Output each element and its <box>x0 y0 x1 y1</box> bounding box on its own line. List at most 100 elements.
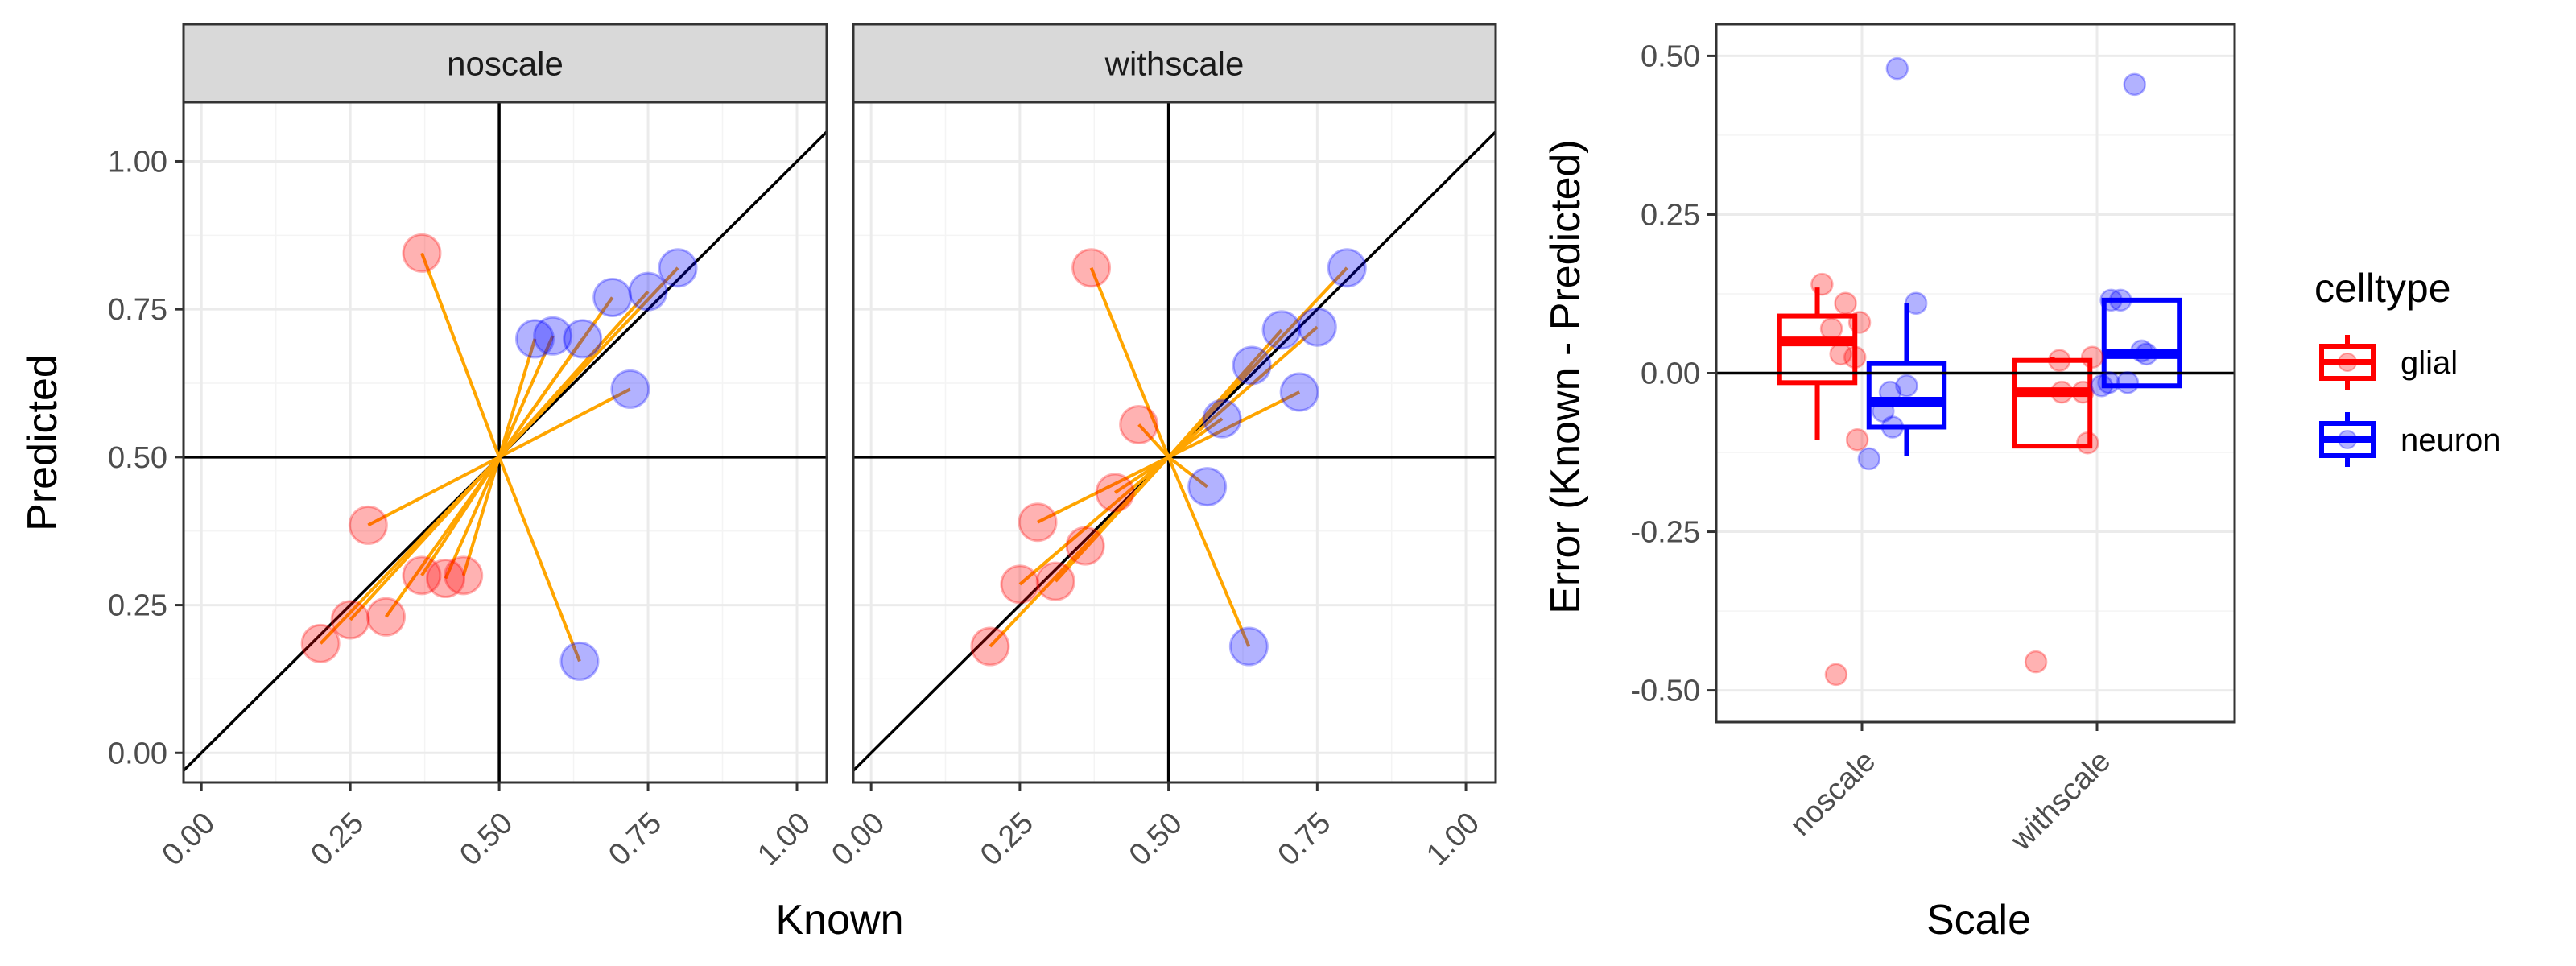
y-tick-label: 0.25 <box>1641 198 1700 232</box>
point-neuron <box>559 641 600 681</box>
x-tick-label: 0.25 <box>304 806 370 872</box>
error-segment <box>1137 423 1170 459</box>
legend: glial neuron <box>2319 335 2501 467</box>
y-tick-label: 1.00 <box>108 145 167 179</box>
facet-strip-label: noscale <box>447 45 564 83</box>
point-glial <box>970 626 1010 667</box>
y-tick-label: 0.00 <box>1641 357 1700 391</box>
point-neuron <box>1327 248 1367 288</box>
x-tick-label: 0.00 <box>825 806 891 872</box>
point-neuron <box>1232 345 1272 386</box>
point-neuron <box>1228 626 1269 667</box>
jitter-point-neuron <box>2108 288 2132 312</box>
legend-label: glial <box>2401 345 2458 381</box>
y-tick-label: 0.00 <box>108 737 167 770</box>
boxplot-panel: 0.50 0.25 0.00 -0.25 -0.50 noscale withscale <box>1630 23 2236 857</box>
point-neuron <box>563 319 603 359</box>
error-segment <box>989 456 1170 648</box>
error-segment <box>498 387 631 459</box>
error-segment <box>1167 325 1319 459</box>
box-iqr <box>2101 297 2182 389</box>
error-segment <box>1167 364 1253 459</box>
jitter-point-glial <box>2024 650 2048 674</box>
point-glial <box>1018 502 1058 543</box>
jitter-point-glial <box>1819 317 1843 341</box>
error-segment <box>497 456 581 663</box>
x-tick-label: 1.00 <box>751 806 817 872</box>
jitter-point-neuron <box>1857 447 1881 471</box>
error-segment <box>1167 456 1208 489</box>
jitter-point-glial <box>2050 380 2074 404</box>
point-glial <box>1065 526 1105 566</box>
jitter-point-neuron <box>2123 72 2146 97</box>
legend-label: neuron <box>2401 423 2501 458</box>
box-withscale-neuron <box>2101 297 2182 389</box>
y-tick-label: -0.50 <box>1630 675 1700 708</box>
jitter-point-glial <box>1843 345 1867 369</box>
jitter-point-neuron <box>1872 399 1895 423</box>
jitter-point-neuron <box>1885 56 1909 80</box>
facet-strip-label: withscale <box>1104 45 1245 83</box>
error-segment <box>497 335 555 458</box>
legend-key-point <box>2338 353 2357 372</box>
legend-title: celltype <box>2314 266 2451 311</box>
point-neuron <box>1202 398 1242 439</box>
point-neuron <box>610 369 650 409</box>
error-segment <box>1167 390 1301 459</box>
jitter-point-glial <box>1829 342 1852 366</box>
jitter-point-glial <box>2048 349 2071 372</box>
x-tick-label: 0.25 <box>974 806 1040 872</box>
error-segment <box>1037 456 1170 524</box>
panel-plot-area <box>184 102 827 782</box>
jitter-point-neuron <box>2135 342 2158 366</box>
facet-panel-withscale: withscale 0.00 0.25 0.50 0.75 1.00 <box>825 23 1497 872</box>
facet-strip <box>852 23 1497 104</box>
x-tick-label: noscale <box>1784 744 1882 842</box>
jitter-point-neuron <box>1904 291 1928 316</box>
jitter-point-glial <box>1847 311 1872 334</box>
error-segment <box>420 456 501 576</box>
y-tick-label: -0.25 <box>1630 516 1700 550</box>
error-boxplot: 0.50 0.25 0.00 -0.25 -0.50 noscale withscale <box>1630 23 2236 857</box>
y-tick-label: 0.25 <box>108 589 167 623</box>
legend-entry-glial: glial <box>2319 335 2458 390</box>
point-neuron <box>1279 372 1319 412</box>
box-iqr <box>1866 361 1947 430</box>
jitter-point-glial <box>1845 428 1869 452</box>
point-neuron <box>533 316 573 356</box>
point-neuron <box>592 277 633 317</box>
error-segment <box>497 266 679 459</box>
facet-strip <box>182 23 828 104</box>
box-withscale-glial <box>2012 357 2093 449</box>
point-neuron <box>1261 310 1302 350</box>
point-neuron <box>514 319 555 359</box>
jitter-point-neuron <box>2130 339 2153 363</box>
jitter-point-neuron <box>1880 415 1905 439</box>
point-glial <box>402 233 442 273</box>
error-segment <box>497 338 537 458</box>
point-glial <box>300 623 341 663</box>
point-glial <box>1071 248 1112 288</box>
x-tick-label: 0.50 <box>453 806 519 872</box>
point-glial <box>426 559 466 598</box>
error-segment <box>1166 456 1251 647</box>
scatter-x-axis-title: Known <box>776 897 904 943</box>
point-glial <box>1095 473 1135 513</box>
y-tick-label: 0.50 <box>1641 39 1700 73</box>
point-glial <box>366 597 407 637</box>
jitter-point-glial <box>1834 291 1857 316</box>
error-segment <box>367 456 501 527</box>
point-neuron <box>658 248 698 288</box>
error-segment <box>461 456 502 576</box>
box-iqr <box>2012 357 2093 449</box>
x-tick-label: 0.50 <box>1123 806 1189 872</box>
panel-background <box>853 102 1496 782</box>
x-tick-label: 0.00 <box>155 806 221 872</box>
point-glial <box>1119 404 1159 444</box>
y-tick-label: 0.75 <box>108 293 167 327</box>
error-segment <box>497 296 614 459</box>
point-glial <box>348 505 388 545</box>
point-neuron <box>1297 307 1337 347</box>
